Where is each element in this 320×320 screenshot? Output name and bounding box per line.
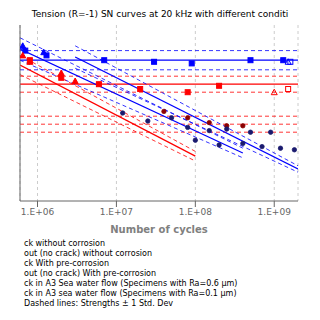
html-text:Dashed lines: Strengths ± 1 St: Dashed lines: Strengths ± 1 Std. Dev <box>24 299 174 308</box>
html-text:Tension (R=-1) SN curves at 20: Tension (R=-1) SN curves at 20 kHz with … <box>31 9 289 19</box>
html-text:ck without corrosion: ck without corrosion <box>24 239 105 248</box>
html-text:out (no crack) without corrosi: out (no crack) without corrosion <box>24 249 152 258</box>
html-text:ck With pre-corrosion: ck With pre-corrosion <box>24 259 110 268</box>
svg-text:Number of cycles: Number of cycles <box>110 224 208 235</box>
svg-text:1.E+07: 1.E+07 <box>100 207 133 217</box>
html-text:out (no crack) With pre-corros: out (no crack) With pre-corrosion <box>24 269 157 278</box>
html-text:ck in A3 Sea water flow (Speci: ck in A3 Sea water flow (Specimens with … <box>24 279 238 288</box>
html-text:ck in A3 sea water flow (Speci: ck in A3 sea water flow (Specimens with … <box>24 289 237 298</box>
svg-text:1.E+06: 1.E+06 <box>21 207 55 217</box>
svg-text:1.E+09: 1.E+09 <box>258 207 292 217</box>
svg-text:1.E+08: 1.E+08 <box>179 207 213 217</box>
